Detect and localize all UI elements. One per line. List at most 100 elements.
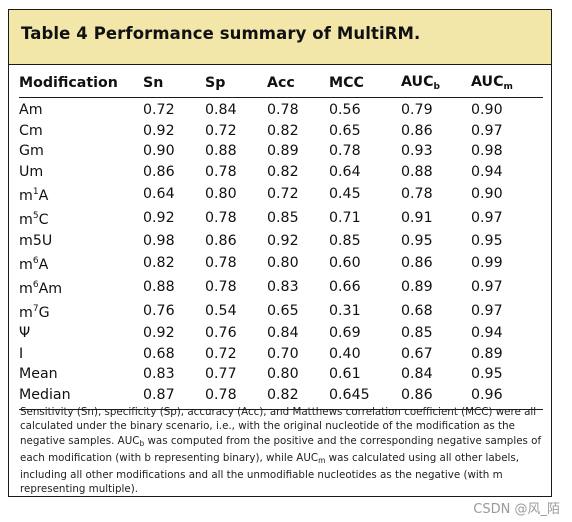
performance-table: Modification Sn Sp Acc MCC AUCb AUCm Am 0… xyxy=(19,73,543,411)
cell-auc-b: 0.93 xyxy=(401,143,433,160)
cell-auc-m: 0.95 xyxy=(471,366,503,383)
footnote-subscript-b: b xyxy=(139,438,145,448)
table-frame: Table 4 Performance summary of MultiRM. … xyxy=(8,9,552,497)
cell-mcc: 0.85 xyxy=(329,232,361,249)
cell-auc-b: 0.91 xyxy=(401,210,433,227)
header-auc-b-label: AUC xyxy=(401,74,434,90)
modification-name-suffix: G xyxy=(38,304,50,321)
modification-cell: Gm xyxy=(19,141,143,162)
modification-name: Gm xyxy=(19,143,44,160)
cell-mcc: 0.645 xyxy=(329,384,401,411)
cell-sn: 0.83 xyxy=(143,366,175,383)
modification-name-suffix: A xyxy=(38,188,49,205)
cell-sp: 0.76 xyxy=(205,325,237,342)
cell-auc-b: 0.85 xyxy=(401,325,433,342)
header-auc-b: AUCb xyxy=(401,73,471,98)
cell-acc: 0.89 xyxy=(267,143,299,160)
cell-mcc: 0.61 xyxy=(329,366,361,383)
modification-name-suffix: A xyxy=(38,256,49,273)
cell-acc: 0.84 xyxy=(267,325,299,342)
cell-sp: 0.80 xyxy=(205,186,237,203)
table-row: Ψ 0.92 0.76 0.84 0.69 0.85 0.94 xyxy=(19,323,543,344)
header-auc-m-subscript: m xyxy=(503,82,513,92)
modification-name: m xyxy=(19,304,33,321)
cell-sp: 0.88 xyxy=(205,143,237,160)
cell-mcc: 0.66 xyxy=(329,278,361,295)
cell-auc-b: 0.89 xyxy=(401,278,433,295)
modification-superscript: 6 xyxy=(32,279,39,290)
modification-cell: m7G xyxy=(19,299,143,323)
cell-sn: 0.82 xyxy=(143,254,175,271)
cell-mcc: 0.56 xyxy=(329,102,361,119)
cell-acc: 0.80 xyxy=(267,366,299,383)
modification-name: Median xyxy=(19,387,71,404)
cell-auc-m: 0.90 xyxy=(471,186,503,203)
header-auc-b-subscript: b xyxy=(433,82,440,92)
table-title-bar: Table 4 Performance summary of MultiRM. xyxy=(9,10,551,65)
modification-name: I xyxy=(19,345,24,362)
cell-mcc: 0.40 xyxy=(329,345,361,362)
cell-auc-m: 0.98 xyxy=(471,143,503,160)
cell-auc-m: 0.90 xyxy=(471,102,503,119)
modification-name: m xyxy=(19,212,33,229)
cell-acc: 0.82 xyxy=(267,164,299,181)
footnote-part3: was calculated using all other labels, i… xyxy=(20,451,520,496)
table-row: Um 0.86 0.78 0.82 0.64 0.88 0.94 xyxy=(19,162,543,183)
cell-mcc: 0.60 xyxy=(329,254,361,271)
header-mcc: MCC xyxy=(329,73,401,98)
cell-auc-b: 0.95 xyxy=(401,232,433,249)
modification-name: Am xyxy=(19,102,43,119)
table-row: m6A 0.82 0.78 0.80 0.60 0.86 0.99 xyxy=(19,251,543,275)
modification-cell: I xyxy=(19,344,143,365)
cell-sp: 0.78 xyxy=(205,164,237,181)
cell-auc-m: 0.94 xyxy=(471,325,503,342)
header-auc-m: AUCm xyxy=(471,73,543,98)
cell-sp: 0.72 xyxy=(205,345,237,362)
cell-sn: 0.92 xyxy=(143,325,175,342)
modification-name: m xyxy=(19,256,33,273)
modification-name-suffix: Am xyxy=(38,280,63,297)
modification-superscript: 7 xyxy=(32,303,39,314)
cell-sn: 0.76 xyxy=(143,302,175,319)
cell-sp: 0.86 xyxy=(205,232,237,249)
table-row: Cm 0.92 0.72 0.82 0.65 0.86 0.97 xyxy=(19,121,543,142)
cell-sn: 0.90 xyxy=(143,143,175,160)
cell-mcc: 0.64 xyxy=(329,164,361,181)
table-row: m5U 0.98 0.86 0.92 0.85 0.95 0.95 xyxy=(19,230,543,251)
header-row: Modification Sn Sp Acc MCC AUCb AUCm xyxy=(19,73,543,98)
cell-auc-b: 0.67 xyxy=(401,345,433,362)
cell-sp: 0.78 xyxy=(205,278,237,295)
cell-acc: 0.85 xyxy=(267,210,299,227)
table-footnote: Sensitivity (Sn), specificity (Sp), accu… xyxy=(20,405,542,497)
cell-auc-b: 0.79 xyxy=(401,102,433,119)
cell-mcc: 0.31 xyxy=(329,302,361,319)
cell-auc-b: 0.88 xyxy=(401,164,433,181)
modification-superscript: 5 xyxy=(32,211,39,222)
cell-auc-m: 0.97 xyxy=(471,302,503,319)
cell-auc-m: 0.95 xyxy=(471,232,503,249)
modification-cell: Am xyxy=(19,98,143,121)
modification-cell: m5C xyxy=(19,206,143,230)
table-row: m1A 0.64 0.80 0.72 0.45 0.78 0.90 xyxy=(19,182,543,206)
cell-auc-b: 0.78 xyxy=(401,186,433,203)
table-body: Am 0.72 0.84 0.78 0.56 0.79 0.90 Cm 0.92 0.72 0.82… xyxy=(19,98,543,411)
cell-sp: 0.72 xyxy=(205,122,237,139)
cell-acc: 0.70 xyxy=(267,345,299,362)
cell-auc-b: 0.86 xyxy=(401,254,433,271)
cell-auc-m: 0.96 xyxy=(471,384,543,411)
table-row: m7G 0.76 0.54 0.65 0.31 0.68 0.97 xyxy=(19,299,543,323)
modification-name: Um xyxy=(19,164,44,181)
table-row: m5C 0.92 0.78 0.85 0.71 0.91 0.97 xyxy=(19,206,543,230)
cell-auc-m: 0.89 xyxy=(471,345,503,362)
cell-sp: 0.77 xyxy=(205,366,237,383)
cell-sn: 0.92 xyxy=(143,122,175,139)
cell-acc: 0.80 xyxy=(267,254,299,271)
modification-superscript: 6 xyxy=(32,255,39,266)
cell-acc: 0.72 xyxy=(267,186,299,203)
cell-auc-m: 0.94 xyxy=(471,164,503,181)
cell-sn: 0.86 xyxy=(143,164,175,181)
table-row: Median 0.87 0.78 0.82 0.645 0.86 0.96 xyxy=(19,384,543,411)
cell-sp: 0.78 xyxy=(205,254,237,271)
cell-auc-m: 0.97 xyxy=(471,210,503,227)
cell-acc: 0.83 xyxy=(267,278,299,295)
